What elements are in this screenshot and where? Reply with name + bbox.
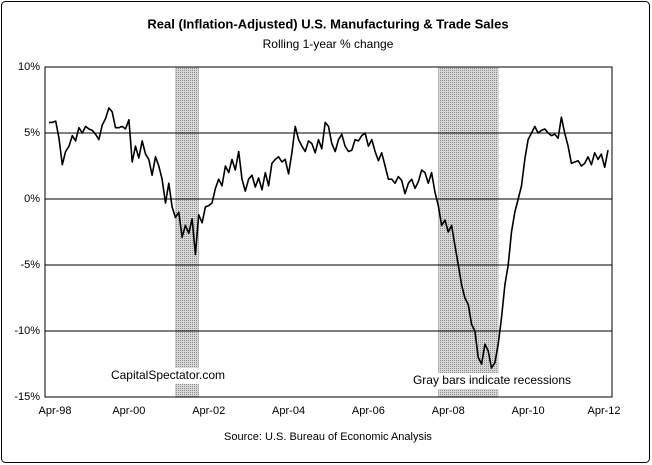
y-tick-label: -15% xyxy=(14,391,40,403)
x-tick-label: Apr-00 xyxy=(112,405,145,417)
x-tick-label: Apr-06 xyxy=(352,405,385,417)
source: Source: U.S. Bureau of Economic Analysis xyxy=(224,431,432,443)
y-tick-label: 0% xyxy=(24,193,40,205)
recession-bar xyxy=(438,66,499,398)
x-tick-label: Apr-04 xyxy=(272,405,305,417)
y-tick-label: -5% xyxy=(20,259,40,271)
x-tick-label: Apr-10 xyxy=(512,405,545,417)
plot-area xyxy=(45,67,612,397)
annotation: CapitalSpectator.com xyxy=(111,368,225,382)
annotation-box xyxy=(409,373,575,389)
annotation-box xyxy=(110,368,226,384)
y-tick-label: -10% xyxy=(14,325,40,337)
x-tick-label: Apr-08 xyxy=(432,405,465,417)
x-tick-label: Apr-02 xyxy=(192,405,225,417)
recession-bar xyxy=(175,66,199,398)
y-tick-label: 10% xyxy=(18,61,40,73)
data-line xyxy=(49,107,609,369)
annotation: Gray bars indicate recessions xyxy=(413,373,571,387)
x-tick-label: Apr-98 xyxy=(38,405,71,417)
chart-subtitle: Rolling 1-year % change xyxy=(263,37,394,51)
x-tick-label: Apr-12 xyxy=(587,405,620,417)
y-tick-label: 5% xyxy=(24,127,40,139)
chart-title: Real (Inflation-Adjusted) U.S. Manufactu… xyxy=(147,16,508,31)
plot-border xyxy=(44,66,613,398)
